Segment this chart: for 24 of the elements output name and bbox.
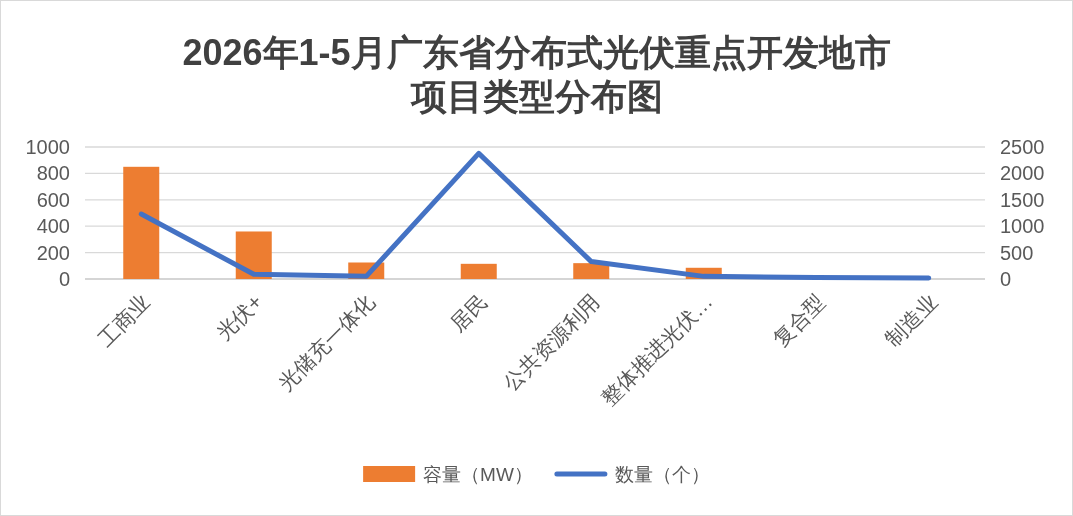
title: 2026年1-5月广东省分布式光伏重点开发地市项目类型分布图 [182,32,891,117]
x-tick-label: 光储充一体化 [273,289,380,395]
y2-tick-label: 1000 [1000,215,1045,238]
legend-label: 容量（MW） [423,464,533,485]
y-tick-label: 800 [36,162,70,185]
y2-tick-label: 0 [1000,268,1012,290]
bar [123,166,160,279]
y-tick-label: 600 [36,188,70,211]
y2-tick-label: 1500 [1000,188,1045,211]
x-tick-label: 工商业 [93,289,155,351]
legend-label: 数量（个） [614,464,710,485]
x-tick-label: 居民 [445,289,492,336]
bar [573,263,610,279]
x-tick-label: 复合型 [768,289,830,351]
x-tick-label: 光伏+ [211,289,267,345]
y-tick-label: 0 [58,268,70,290]
bar [460,263,497,279]
y-tick-label: 200 [36,241,70,264]
y-tick-label: 400 [36,215,70,238]
y2-tick-label: 500 [1000,241,1034,264]
x-tick-label: 制造业 [880,289,942,351]
y2-tick-label: 2500 [1000,136,1045,158]
y2-tick-label: 2000 [1000,162,1045,185]
y-tick-label: 1000 [25,136,70,158]
